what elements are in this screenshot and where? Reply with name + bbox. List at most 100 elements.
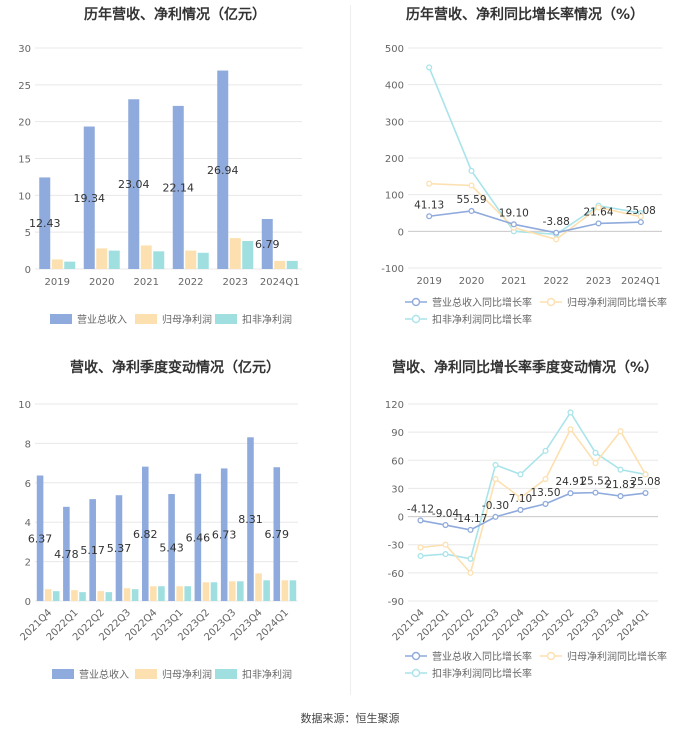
legend-label: 扣非净利润	[242, 313, 292, 326]
data-label: 6.82	[133, 528, 158, 541]
data-label: 6.37	[28, 532, 53, 545]
point-归母净利润同比增长率	[617, 428, 624, 435]
data-label: 8.31	[238, 513, 263, 526]
bar-2022Q2-扣非净利润	[105, 592, 113, 601]
bar-2020-扣非净利润	[108, 250, 120, 269]
point-归母净利润同比增长率	[517, 494, 524, 501]
data-label: 13.50	[530, 487, 560, 499]
data-label: -0.30	[482, 500, 509, 512]
legend-label: 营业总收入同比增长率	[432, 296, 532, 309]
data-label: 24.91	[555, 476, 585, 488]
point-扣非净利润同比增长率	[617, 466, 624, 473]
bar-2024Q1-归母净利润	[281, 580, 289, 601]
point-归母净利润同比增长率	[553, 236, 560, 243]
bar-2022Q3-归母净利润	[123, 588, 131, 601]
bar-2019-归母净利润	[51, 259, 63, 269]
data-source: 数据来源：恒生聚源	[300, 712, 400, 725]
data-label: 21.83	[605, 479, 635, 491]
bar-2022Q3-营业总收入	[115, 495, 123, 601]
legend-swatch	[135, 669, 157, 679]
data-label: 25.08	[626, 205, 656, 217]
point-扣非净利润同比增长率	[426, 64, 433, 71]
bar-2022Q1-扣非净利润	[79, 592, 86, 601]
point-扣非净利润同比增长率	[542, 447, 549, 454]
bar-2023-营业总收入	[217, 70, 229, 270]
panel-quarterly-bars: 营收、净利季度变动情况（亿元） 0 2 4 6 8 10 2021Q4 2022Q1 2022Q…	[0, 345, 350, 700]
x-tick-label: 2020	[459, 276, 484, 287]
bar-2022Q4-营业总收入	[141, 466, 149, 601]
panel-quarterly-growth: 营收、净利同比增长率季度变动情况（%） -90 -60 -30 0 30 60 90 120 2…	[350, 345, 700, 700]
bar-2019-扣非净利润	[64, 261, 76, 269]
bar-2021Q4-扣非净利润	[52, 591, 60, 601]
data-label: 19.34	[74, 192, 106, 205]
bar-2021-营业总收入	[128, 99, 140, 269]
annual-growth-line-chart: -100 0 100 200 300 400 500 2019 2020 2021 2022 2023…	[381, 44, 667, 326]
bar-2020-营业总收入	[83, 126, 95, 270]
point-归母净利润同比增长率	[542, 475, 549, 483]
legend-marker	[546, 651, 556, 661]
point-营业总收入同比增长率	[567, 490, 574, 497]
point-营业总收入同比增长率	[426, 213, 433, 220]
point-营业总收入同比增长率	[595, 220, 602, 227]
point-营业总收入同比增长率	[492, 513, 499, 520]
bar-2023Q1-归母净利润	[176, 586, 183, 601]
point-归母净利润同比增长率	[592, 460, 599, 467]
point-扣非净利润同比增长率	[468, 167, 475, 174]
data-label: 19.10	[499, 207, 529, 219]
bar-2023-归母净利润	[229, 238, 241, 269]
data-label: 23.04	[118, 178, 150, 191]
legend-label: 归母净利润	[162, 313, 212, 326]
legend-marker	[411, 314, 421, 324]
y-tick-label: -30	[388, 541, 404, 552]
data-label: 5.43	[159, 542, 184, 555]
point-营业总收入同比增长率	[510, 221, 517, 228]
bar-2023Q3-归母净利润	[228, 581, 236, 601]
legend-label: 营业总收入同比增长率	[432, 650, 532, 663]
y-tick-label: 10	[18, 400, 31, 411]
data-label: 22.14	[163, 181, 195, 194]
point-归母净利润同比增长率	[417, 544, 424, 551]
data-label: 5.17	[80, 544, 105, 557]
y-tick-label: 0	[398, 513, 404, 524]
x-tick-label: 2022	[543, 276, 568, 287]
x-tick-label: 2019	[45, 277, 70, 288]
y-tick-label: 500	[385, 44, 404, 55]
y-tick-label: 0	[25, 597, 31, 608]
data-label: 6.46	[186, 531, 211, 544]
legend-label: 营业总收入	[79, 668, 129, 681]
bar-2022Q2-营业总收入	[89, 499, 96, 601]
series-line-扣非净利润同比增长率	[420, 410, 646, 560]
y-tick-label: -100	[381, 264, 404, 275]
bar-2021Q4-营业总收入	[36, 475, 44, 601]
data-label: 6.73	[212, 529, 237, 542]
point-营业总收入同比增长率	[637, 219, 644, 226]
point-归母净利润同比增长率	[467, 569, 474, 576]
legend-label: 归母净利润	[162, 668, 212, 681]
y-tick-label: 400	[385, 81, 404, 92]
legend-label: 营业总收入	[77, 313, 127, 326]
data-label: 6.79	[265, 528, 290, 541]
point-归母净利润同比增长率	[637, 213, 644, 220]
bar-2022Q3-扣非净利润	[131, 589, 139, 601]
vertical-divider	[350, 5, 351, 695]
y-tick-label: 10	[18, 191, 31, 202]
bar-2023Q4-归母净利润	[255, 573, 262, 601]
bar-2023Q1-营业总收入	[168, 494, 175, 601]
legend-swatch	[52, 669, 74, 679]
bar-2023Q2-营业总收入	[194, 473, 202, 601]
y-tick-label: 300	[385, 117, 404, 128]
point-扣非净利润同比增长率	[467, 555, 474, 562]
x-tick-label: 2024Q1	[260, 277, 300, 288]
legend-marker	[411, 668, 421, 678]
bar-2022Q1-归母净利润	[71, 590, 78, 601]
bar-2023Q2-扣非净利润	[210, 582, 218, 601]
data-label: 5.37	[107, 542, 132, 555]
x-tick-label: 2021	[134, 277, 159, 288]
y-tick-label: 6	[25, 479, 31, 490]
legend-label: 归母净利润同比增长率	[567, 296, 667, 309]
bar-2023Q4-扣非净利润	[263, 580, 270, 601]
point-归母净利润同比增长率	[567, 426, 574, 433]
bar-2023Q4-营业总收入	[247, 437, 254, 601]
chart-title: 历年营收、净利同比增长率情况（%）	[405, 7, 645, 23]
x-tick-label: 2020	[89, 277, 114, 288]
